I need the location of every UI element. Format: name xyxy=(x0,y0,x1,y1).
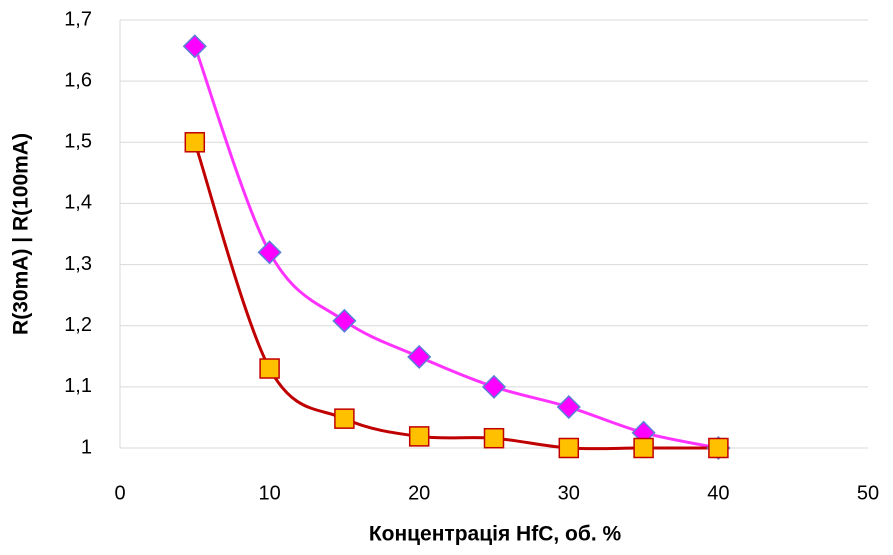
x-axis-label: Концентрація HfC, об. % xyxy=(369,523,622,546)
y-tick-label: 1,3 xyxy=(64,253,92,275)
marker xyxy=(483,427,505,449)
marker xyxy=(633,437,654,459)
y-tick-label: 1,6 xyxy=(64,69,92,91)
y-tick-label: 1,5 xyxy=(64,131,92,153)
marker xyxy=(259,358,280,379)
marker xyxy=(558,437,580,459)
marker xyxy=(408,426,430,447)
marker xyxy=(184,132,206,153)
y-tick-label: 1,1 xyxy=(64,375,92,397)
marker xyxy=(182,34,207,59)
marker xyxy=(257,240,282,265)
y-axis-label: R(30mA) | R(100mA) xyxy=(10,133,33,335)
y-tick-label: 1,2 xyxy=(64,314,92,336)
y-tick-label: 1,7 xyxy=(64,8,92,30)
marker xyxy=(708,437,729,459)
marker xyxy=(407,344,432,369)
x-tick-label: 10 xyxy=(258,482,280,504)
marker xyxy=(556,394,581,420)
x-tick-label: 0 xyxy=(114,482,125,504)
y-tick-label: 1 xyxy=(81,436,92,458)
series-line xyxy=(193,141,719,451)
x-tick-label: 30 xyxy=(558,482,580,504)
y-tick-label: 1,4 xyxy=(64,192,92,214)
marker xyxy=(334,408,355,429)
marker xyxy=(332,308,357,333)
marker xyxy=(481,374,507,399)
x-tick-label: 20 xyxy=(408,482,430,504)
x-tick-label: 40 xyxy=(707,482,729,504)
x-tick-label: 50 xyxy=(857,482,879,504)
